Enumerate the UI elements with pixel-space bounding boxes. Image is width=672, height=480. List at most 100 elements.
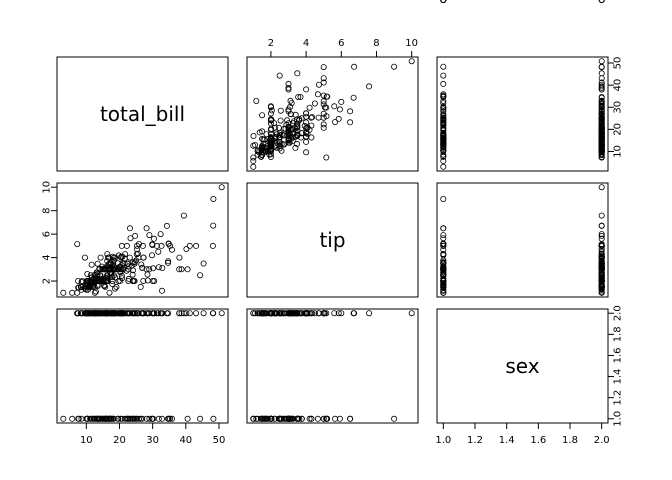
data-point	[193, 310, 200, 317]
data-point	[123, 242, 130, 249]
data-point	[135, 415, 142, 422]
data-point	[287, 97, 294, 104]
scatter-points	[60, 0, 605, 422]
data-point	[78, 415, 85, 422]
x-tick-label-total_bill: 50	[213, 435, 226, 446]
data-point	[440, 63, 447, 70]
data-point	[598, 84, 605, 91]
data-point	[164, 415, 171, 422]
data-point	[250, 163, 257, 170]
data-point	[165, 258, 172, 265]
data-point	[283, 121, 290, 128]
data-point	[133, 251, 140, 258]
data-point	[75, 277, 82, 284]
data-point	[94, 272, 101, 279]
data-point	[180, 310, 187, 317]
x-tick-label-sex: 1.0	[435, 435, 451, 446]
data-point	[60, 415, 67, 422]
data-point	[298, 415, 305, 422]
data-point	[315, 310, 322, 317]
y-tick-label-tip: 2	[42, 278, 53, 284]
data-point	[119, 275, 126, 282]
data-point	[125, 277, 132, 284]
data-point	[303, 149, 310, 156]
data-point	[320, 92, 327, 99]
data-point	[598, 117, 605, 124]
data-point	[598, 108, 605, 115]
data-point	[440, 144, 447, 151]
data-point	[285, 86, 292, 93]
data-point	[303, 310, 310, 317]
y-tick-label-sex: 1.2	[613, 390, 624, 406]
data-point	[440, 108, 447, 115]
data-point	[263, 131, 270, 138]
data-point	[598, 254, 605, 261]
data-point	[277, 117, 284, 124]
data-point	[186, 242, 193, 249]
points-sex-vs-tip	[250, 310, 415, 422]
data-point	[335, 310, 342, 317]
x-tick-label-total_bill: 30	[146, 435, 159, 446]
data-point	[440, 111, 447, 118]
data-point	[148, 252, 155, 259]
data-point	[598, 151, 605, 158]
data-point	[262, 140, 269, 147]
data-point	[91, 289, 98, 296]
data-point	[250, 142, 257, 149]
data-point	[138, 261, 145, 268]
data-point	[127, 415, 134, 422]
panel-tip-tip	[246, 182, 419, 298]
data-point	[159, 310, 166, 317]
data-point	[323, 310, 330, 317]
data-point	[440, 270, 447, 277]
data-point	[598, 269, 605, 276]
data-point	[598, 94, 605, 101]
data-point	[101, 277, 108, 284]
data-point	[109, 253, 116, 260]
y-tick-label-tip: 6	[42, 231, 53, 237]
data-point	[125, 310, 132, 317]
data-point	[250, 154, 257, 161]
data-point	[193, 242, 200, 249]
data-point	[598, 241, 605, 248]
data-point	[84, 270, 91, 277]
data-point	[440, 142, 447, 149]
data-point	[135, 240, 142, 247]
data-point	[598, 75, 605, 82]
data-point	[103, 277, 110, 284]
data-point	[112, 254, 119, 261]
data-point	[440, 157, 447, 164]
data-point	[280, 141, 287, 148]
x-tick-label-sex: 1.2	[467, 435, 483, 446]
data-point	[118, 242, 125, 249]
data-point	[254, 148, 261, 155]
data-point	[218, 184, 225, 191]
data-point	[132, 232, 139, 239]
data-point	[74, 310, 81, 317]
data-point	[320, 415, 327, 422]
data-point	[598, 86, 605, 93]
data-point	[101, 266, 108, 273]
data-point	[121, 260, 128, 267]
data-point	[105, 254, 112, 261]
data-point	[285, 128, 292, 135]
data-point	[129, 271, 136, 278]
y-tick-label-total_bill: 50	[613, 57, 624, 70]
data-point	[294, 130, 301, 137]
data-point	[598, 261, 605, 268]
data-point	[323, 154, 330, 161]
data-point	[97, 254, 104, 261]
data-point	[440, 280, 447, 287]
data-point	[143, 266, 150, 273]
data-point	[294, 124, 301, 131]
data-point	[408, 310, 415, 317]
data-point	[266, 151, 273, 158]
data-point	[323, 113, 330, 120]
data-point	[123, 267, 130, 274]
data-point	[104, 274, 111, 281]
data-point	[287, 415, 294, 422]
data-point	[267, 141, 274, 148]
data-point	[69, 289, 76, 296]
data-point	[391, 63, 398, 70]
data-point	[440, 195, 447, 202]
